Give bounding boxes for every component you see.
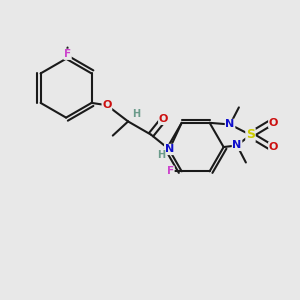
Text: N: N (225, 119, 235, 130)
Text: O: O (159, 114, 168, 124)
Text: O: O (102, 100, 112, 110)
Text: S: S (246, 128, 255, 141)
Text: N: N (232, 140, 242, 150)
Text: O: O (269, 118, 278, 128)
Text: F: F (167, 166, 174, 176)
Text: O: O (269, 142, 278, 152)
Text: N: N (165, 144, 174, 154)
Text: H: H (157, 150, 165, 160)
Text: H: H (132, 109, 140, 119)
Text: F: F (64, 49, 71, 59)
